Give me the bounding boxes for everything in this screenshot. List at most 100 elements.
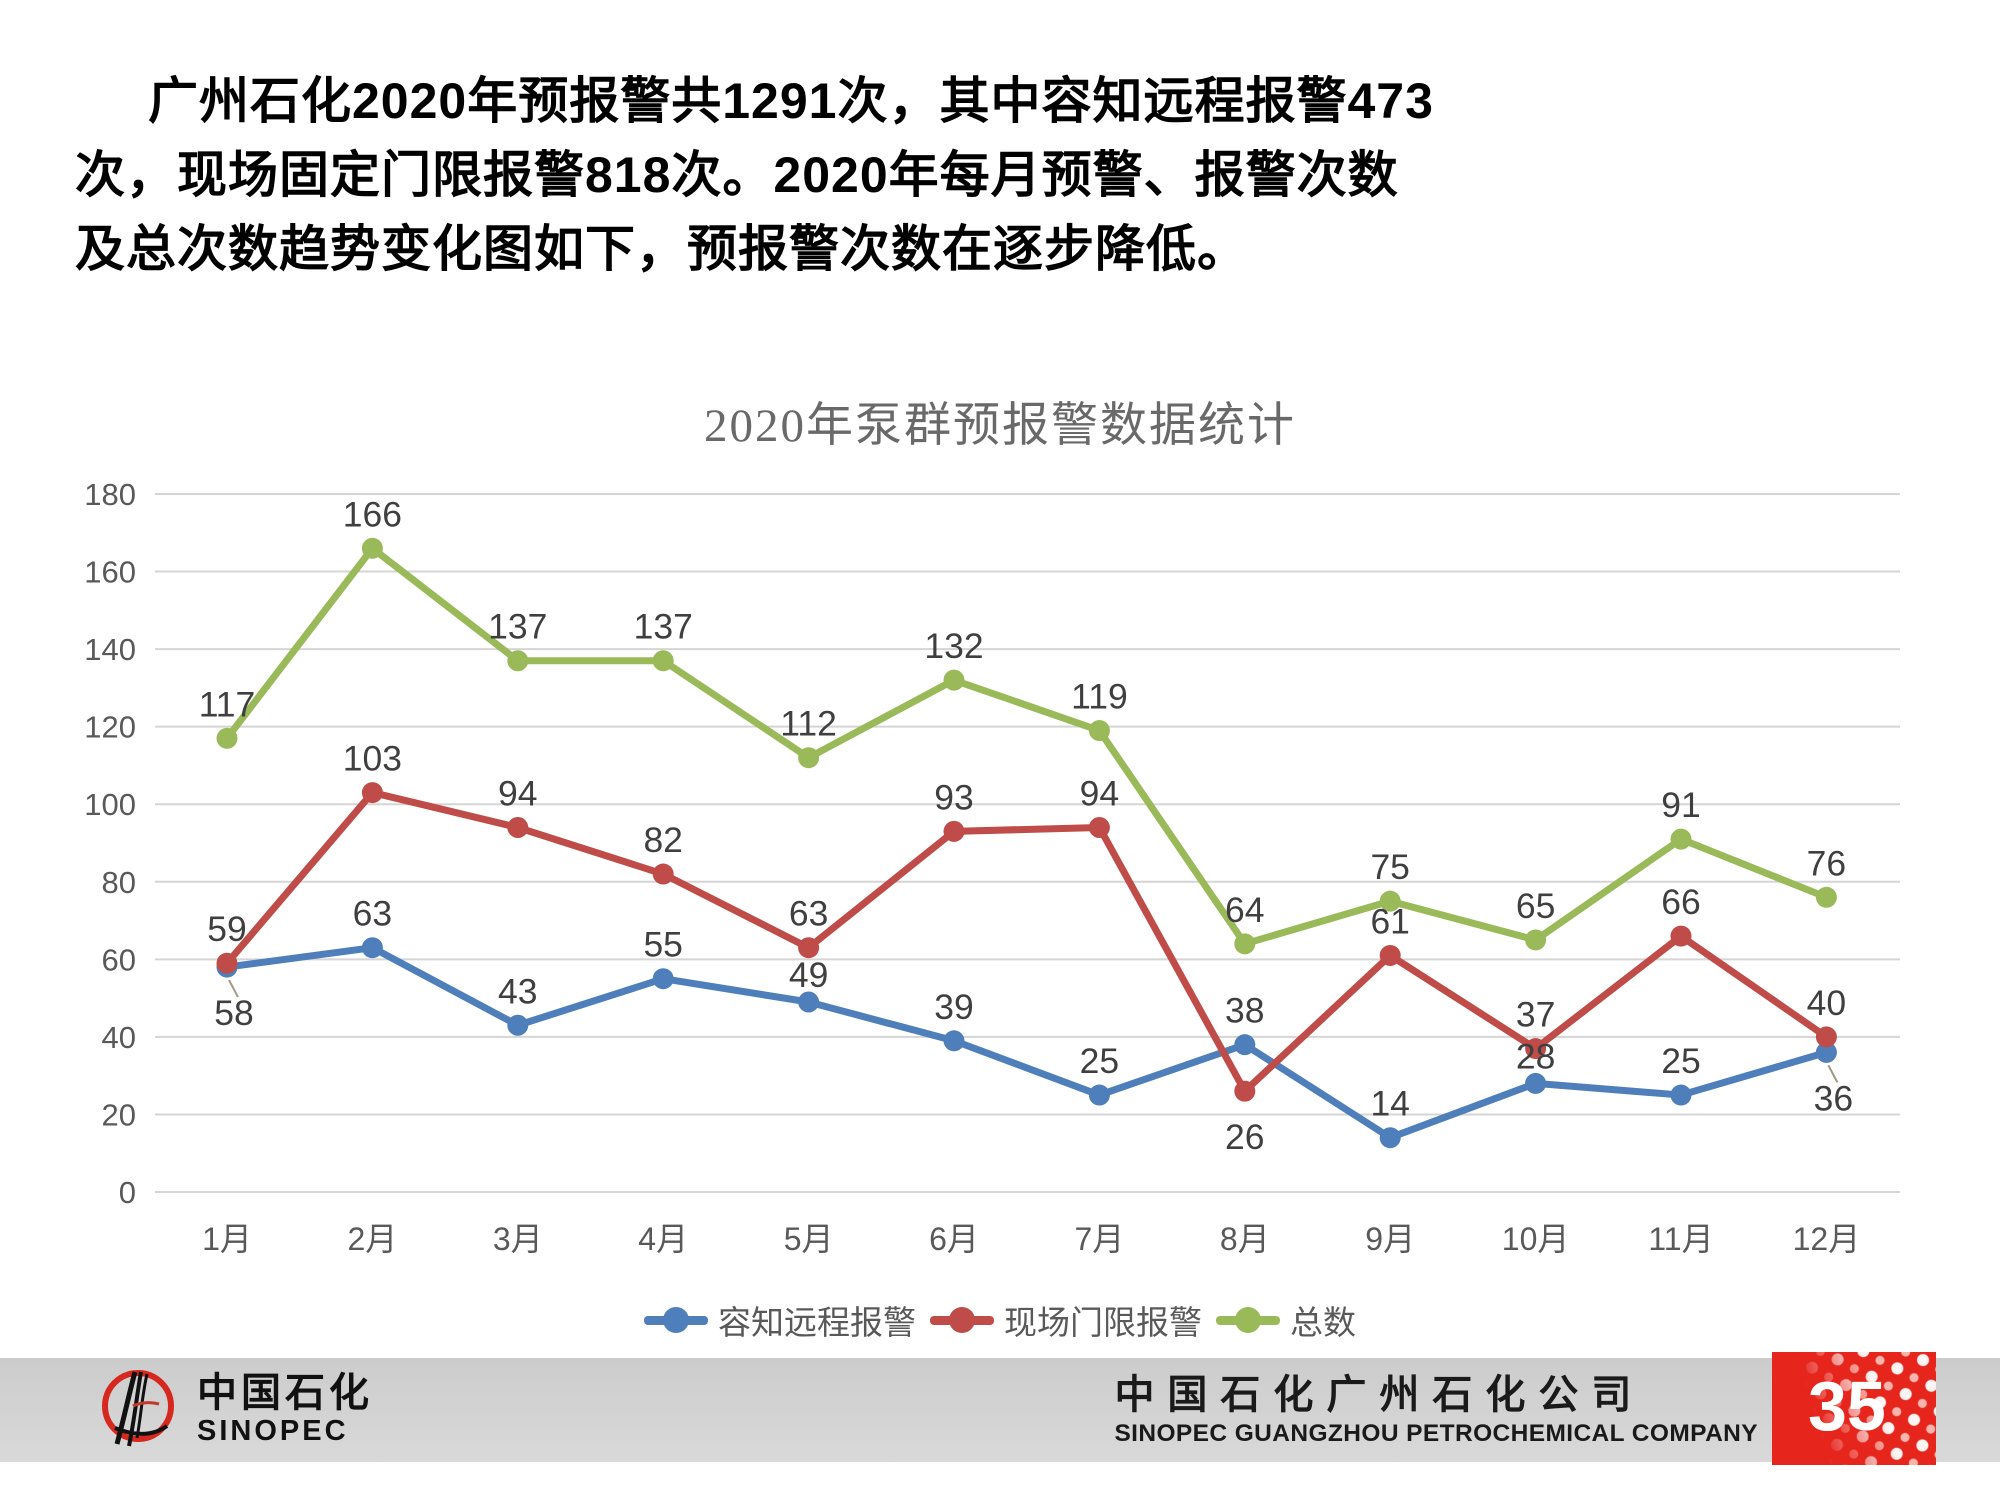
- data-label: 93: [934, 777, 974, 817]
- y-axis-tick-label: 20: [102, 1097, 136, 1132]
- logo-en-label: SINOPEC: [197, 1415, 349, 1447]
- y-axis-tick-label: 180: [84, 477, 136, 512]
- data-point: [1815, 1026, 1837, 1048]
- chart-title: 2020年泵群预报警数据统计: [704, 400, 1296, 452]
- data-point: [1379, 890, 1401, 912]
- sinopec-logo-group: 中国石化 SINOPEC: [95, 1366, 373, 1452]
- legend-label: 现场门限报警: [1004, 1304, 1202, 1341]
- chart-legend: 容知远程报警 现场门限报警 总数: [0, 1296, 2000, 1344]
- data-label: 40: [1807, 983, 1847, 1023]
- data-point: [1525, 1072, 1547, 1094]
- data-label: 36: [1814, 1078, 1854, 1118]
- data-point: [652, 968, 674, 990]
- data-label: 59: [207, 909, 247, 949]
- legend-dot-icon: [949, 1307, 975, 1333]
- x-axis-tick-label: 2月: [347, 1221, 397, 1257]
- x-axis-tick-label: 8月: [1220, 1221, 1270, 1257]
- y-axis-tick-label: 40: [102, 1020, 136, 1055]
- data-point: [1234, 1034, 1256, 1056]
- data-label: 94: [498, 773, 538, 813]
- legend-label: 容知远程报警: [718, 1304, 916, 1341]
- data-point: [798, 991, 820, 1013]
- data-label: 58: [214, 993, 254, 1033]
- data-point: [652, 650, 674, 672]
- series-line-总数: [223, 544, 1830, 948]
- data-point: [361, 537, 383, 559]
- data-label: 55: [643, 925, 683, 965]
- data-point: [507, 1014, 529, 1036]
- legend-marker-icon: [644, 1307, 708, 1333]
- data-point: [1379, 944, 1401, 966]
- data-label: 76: [1807, 843, 1847, 883]
- y-axis-tick-label: 120: [84, 710, 136, 745]
- data-point: [943, 1030, 965, 1052]
- data-label: 66: [1661, 882, 1701, 922]
- data-point: [216, 952, 238, 974]
- data-label: 26: [1225, 1117, 1265, 1157]
- legend-item: 总数: [1216, 1296, 1356, 1344]
- x-axis-tick-label: 3月: [493, 1221, 543, 1257]
- data-point: [1234, 933, 1256, 955]
- series-line-容知远程报警: [223, 944, 1830, 1142]
- data-point: [1525, 929, 1547, 951]
- data-label: 94: [1080, 773, 1120, 813]
- label-leader-line: [228, 979, 239, 998]
- x-axis-tick-label: 10月: [1502, 1221, 1570, 1257]
- label-leader-line: [1827, 1064, 1839, 1083]
- data-point: [1088, 816, 1110, 838]
- data-label: 117: [199, 684, 256, 724]
- data-label: 61: [1370, 901, 1410, 941]
- page-number: 35: [1808, 1366, 1886, 1445]
- data-label: 49: [789, 955, 829, 995]
- data-point: [798, 747, 820, 769]
- data-point: [507, 816, 529, 838]
- data-label: 25: [1661, 1041, 1701, 1081]
- data-label: 64: [1225, 890, 1265, 930]
- x-axis-tick-label: 7月: [1074, 1221, 1124, 1257]
- data-point: [1670, 828, 1692, 850]
- legend-item: 现场门限报警: [930, 1296, 1202, 1344]
- logo-cn-label: 中国石化: [197, 1371, 373, 1415]
- series-line-现场门限报警: [223, 789, 1830, 1095]
- data-point: [943, 669, 965, 691]
- data-label: 14: [1370, 1084, 1410, 1124]
- data-label: 63: [789, 894, 829, 934]
- data-point: [652, 863, 674, 885]
- legend-marker-icon: [1216, 1307, 1280, 1333]
- data-point: [1088, 1084, 1110, 1106]
- x-axis-tick-label: 11月: [1648, 1221, 1713, 1257]
- heading-line-1: 广州石化2020年预报警共1291次，其中容知远程报警473: [148, 73, 1434, 129]
- y-axis-tick-label: 140: [84, 632, 136, 667]
- line-chart-plot-area: 0 20 40 60 80 100 120 140 160 180 1月 2月 3月 4月 5月 6月 7月 8月…: [84, 477, 1900, 1257]
- slide-heading: 广州石化2020年预报警共1291次，其中容知远程报警473 次，现场固定门限报…: [75, 64, 1495, 286]
- legend-marker-icon: [930, 1307, 994, 1333]
- data-label: 25: [1080, 1041, 1120, 1081]
- x-axis-tick-label: 5月: [784, 1221, 834, 1257]
- data-label: 65: [1516, 886, 1556, 926]
- x-axis-tick-label: 6月: [929, 1221, 979, 1257]
- legend-dot-icon: [1235, 1307, 1261, 1333]
- x-axis-tick-label: 4月: [638, 1221, 688, 1257]
- data-point: [1234, 1080, 1256, 1102]
- company-name-block: 中国石化广州石化公司 SINOPEC GUANGZHOU PETROCHEMIC…: [1114, 1372, 1758, 1450]
- data-label: 82: [643, 820, 683, 860]
- data-point: [1525, 1038, 1547, 1060]
- data-label: 119: [1071, 677, 1128, 717]
- data-label: 43: [498, 971, 538, 1011]
- x-axis-tick-label: 1月: [202, 1221, 252, 1257]
- company-name-cn: 中国石化广州石化公司: [1114, 1373, 1645, 1417]
- footer-bar: [0, 1358, 2000, 1462]
- data-label: 112: [780, 704, 837, 744]
- data-point: [1815, 886, 1837, 908]
- sinopec-logo-text: 中国石化 SINOPEC: [197, 1371, 373, 1447]
- data-point: [361, 782, 383, 804]
- data-point: [1379, 1127, 1401, 1149]
- legend-label: 总数: [1290, 1304, 1356, 1341]
- data-label: 103: [343, 739, 402, 779]
- data-label: 37: [1516, 995, 1556, 1035]
- data-point: [798, 937, 820, 959]
- data-label: 166: [343, 494, 402, 534]
- data-label: 38: [1225, 991, 1265, 1031]
- company-name-en: SINOPEC GUANGZHOU PETROCHEMICAL COMPANY: [1114, 1420, 1758, 1447]
